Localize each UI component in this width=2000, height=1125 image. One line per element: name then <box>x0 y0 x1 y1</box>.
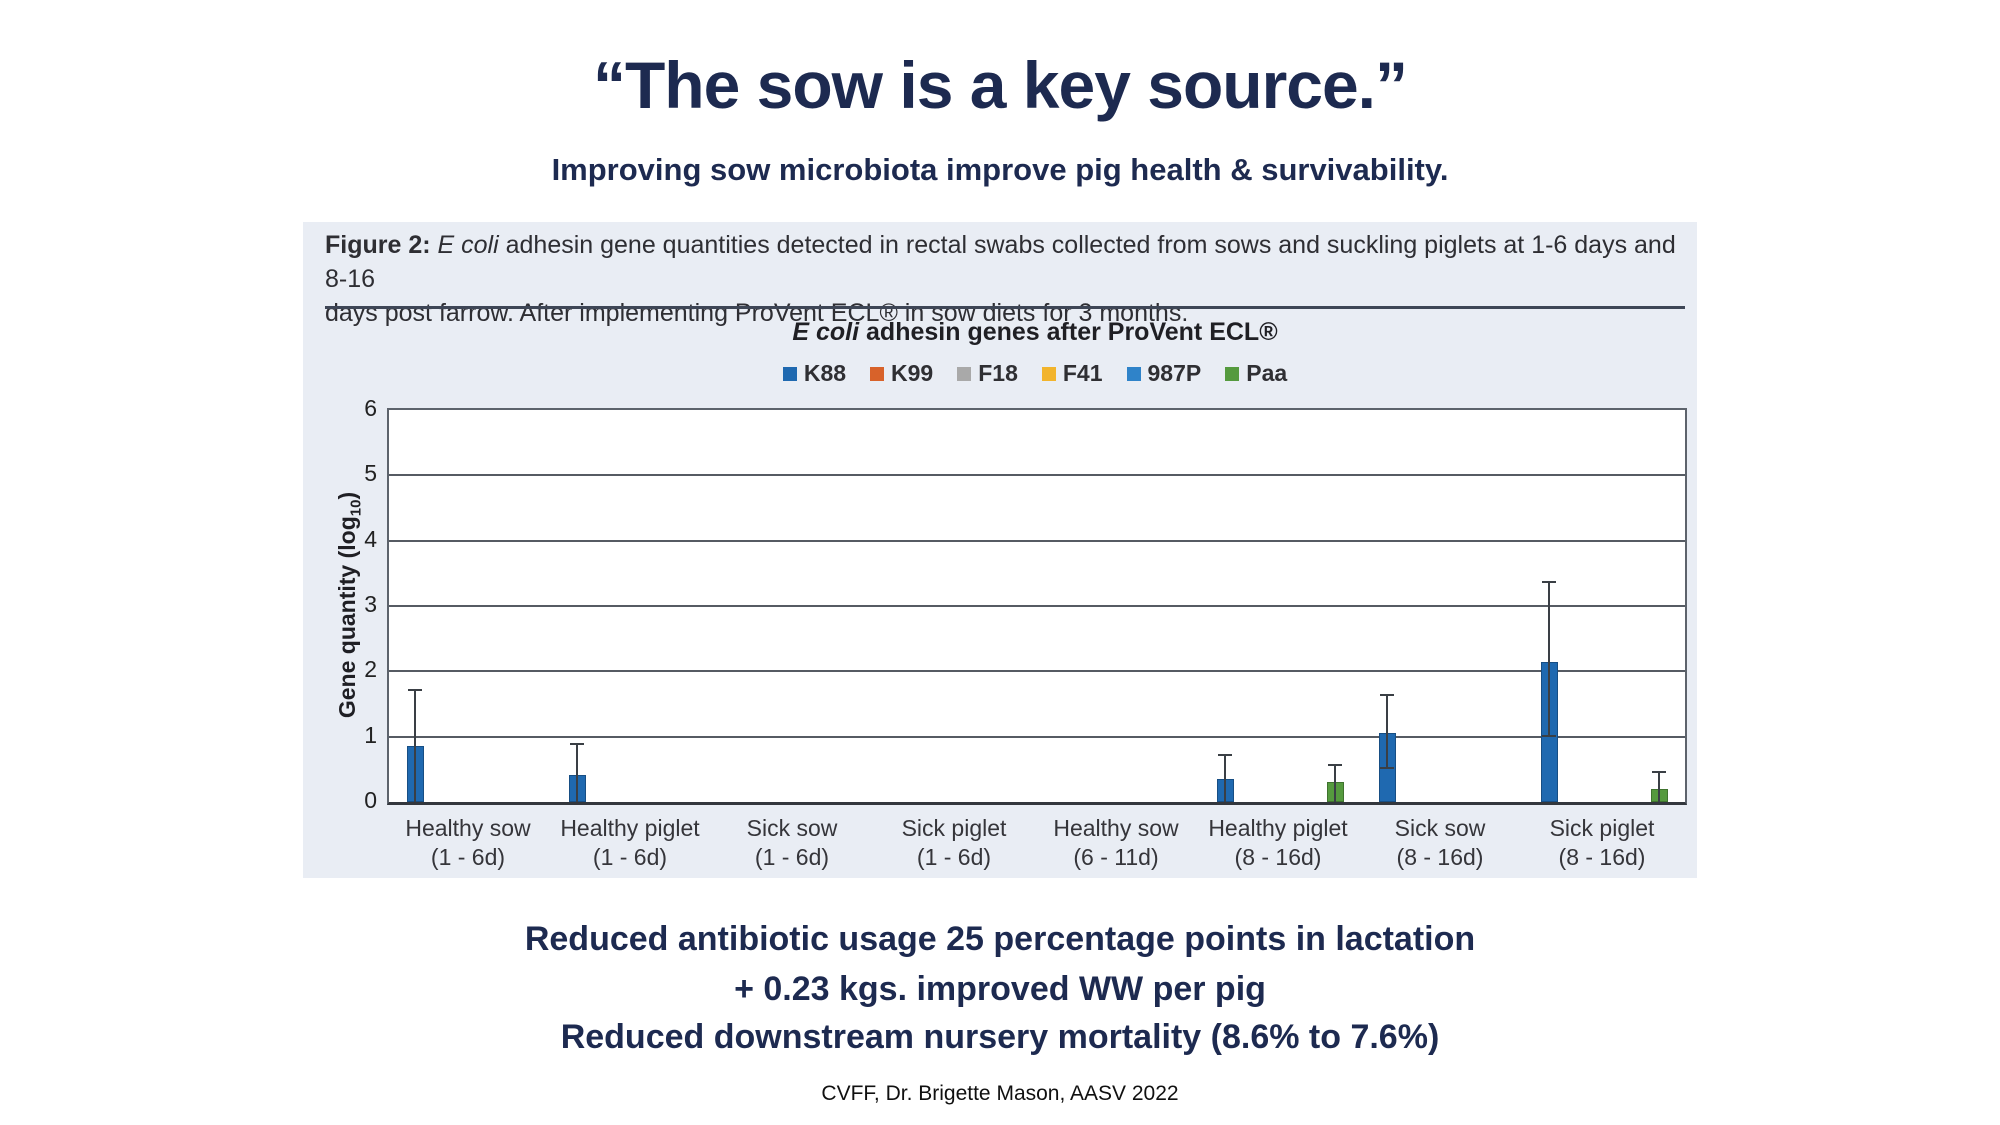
x-category-name: Sick piglet <box>1549 815 1655 841</box>
x-category-label-1: Healthy sow (1 - 6d) <box>387 814 549 872</box>
legend-label-K88: K88 <box>803 360 847 386</box>
legend-item-F41: F41 <box>1041 360 1103 387</box>
chart-title: E coli adhesin genes after ProVent ECL® <box>387 318 1683 347</box>
legend-swatch-987P <box>1126 366 1141 381</box>
y-tick-label-6: 6 <box>364 395 377 421</box>
legend-swatch-Paa <box>1225 366 1240 381</box>
legend-swatch-F18 <box>957 366 972 381</box>
y-tick-label-5: 5 <box>364 460 377 487</box>
x-category-label-7: Sick sow (8 - 16d) <box>1359 814 1521 872</box>
caption-label: Figure 2: <box>325 231 438 259</box>
y-tick-label-3: 3 <box>364 591 377 617</box>
error-cap-top-Paa-group6 <box>1328 764 1342 767</box>
caption-divider <box>325 306 1685 309</box>
citation: CVFF, Dr. Brigette Mason, AASV 2022 <box>821 1082 1179 1105</box>
error-bar-Paa-group6 <box>1334 766 1336 802</box>
error-cap-top-K88-group7 <box>1380 693 1394 696</box>
x-category-label-3: Sick sow (1 - 6d) <box>711 814 873 872</box>
slide-subtitle: Improving sow microbiota improve pig hea… <box>551 152 1449 187</box>
x-category-days: (8 - 16d) <box>1558 844 1646 870</box>
x-category-name: Sick piglet <box>901 815 1007 841</box>
y-tick-label-2: 2 <box>364 656 377 683</box>
x-category-days: (8 - 16d) <box>1396 844 1484 870</box>
error-cap-top-K88-group6 <box>1218 754 1232 757</box>
legend-label-F41: F41 <box>1062 360 1103 386</box>
y-tick-label-4: 4 <box>364 525 377 552</box>
takeaway-line-1: Reduced antibiotic usage 25 percentage p… <box>524 920 1476 958</box>
gridline-5 <box>389 474 1685 477</box>
slide-title: “The sow is a key source.” <box>592 48 1408 122</box>
legend-item-Paa: Paa <box>1225 360 1287 387</box>
caption-species-italic: E coli <box>437 231 499 259</box>
x-category-days: (1 - 6d) <box>916 844 992 870</box>
gridline-3 <box>389 605 1685 607</box>
error-cap-top-Paa-group8 <box>1652 770 1666 773</box>
figure-panel: Figure 2: E coli adhesin gene quantities… <box>303 222 1697 878</box>
error-bar-K88-group6 <box>1224 756 1226 802</box>
legend-label-Paa: Paa <box>1246 360 1288 386</box>
legend-item-K99: K99 <box>870 360 933 387</box>
error-bar-K88-group1 <box>414 690 416 802</box>
caption-line2: days post farrow. After implementing Pro… <box>325 299 1189 327</box>
legend-item-K88: K88 <box>782 360 847 387</box>
y-tick-labels: 0 1 2 3 4 5 6 <box>333 395 377 813</box>
x-category-name: Healthy piglet <box>1208 815 1348 841</box>
legend-item-F18: F18 <box>957 360 1018 387</box>
error-cap-top-K88-group8 <box>1542 581 1556 584</box>
legend-label-987P: 987P <box>1147 360 1202 386</box>
x-category-days: (1 - 6d) <box>754 844 830 870</box>
x-axis-labels: Healthy sow (1 - 6d) Healthy piglet (1 - 6d… <box>387 814 1683 876</box>
gridline-2 <box>389 670 1685 673</box>
x-category-name: Healthy sow <box>1053 815 1179 841</box>
legend-swatch-K88 <box>782 366 797 381</box>
y-tick-label-0: 0 <box>364 787 377 813</box>
x-category-name: Sick sow <box>746 815 838 841</box>
error-bar-K88-group2 <box>576 745 578 802</box>
takeaway-line-3: Reduced downstream nursery mortality (8.… <box>560 1018 1440 1056</box>
gridline-1 <box>389 735 1685 738</box>
gridline-4 <box>389 539 1685 542</box>
legend-swatch-F41 <box>1041 366 1056 381</box>
x-category-days: (1 - 6d) <box>592 844 668 870</box>
x-category-label-2: Healthy piglet (1 - 6d) <box>549 814 711 872</box>
x-category-name: Healthy sow <box>405 815 531 841</box>
error-cap-top-K88-group2 <box>570 743 584 746</box>
plot-area <box>387 408 1687 805</box>
x-category-label-8: Sick piglet (8 - 16d) <box>1521 814 1683 872</box>
x-category-label-5: Healthy sow (6 - 11d) <box>1035 814 1197 872</box>
legend-item-987P: 987P <box>1126 360 1202 387</box>
x-category-days: (1 - 6d) <box>430 844 506 870</box>
error-bar-K88-group8 <box>1548 583 1550 737</box>
legend-swatch-K99 <box>870 366 885 381</box>
chart-title-rest: adhesin genes after ProVent ECL® <box>859 318 1278 346</box>
legend-label-F18: F18 <box>978 360 1018 386</box>
x-category-name: Sick sow <box>1394 815 1486 841</box>
error-cap-bottom-K88-group7 <box>1380 767 1394 770</box>
error-bar-Paa-group8 <box>1658 772 1660 802</box>
error-bar-K88-group7 <box>1386 695 1388 770</box>
x-category-name: Healthy piglet <box>560 815 700 841</box>
legend-label-K99: K99 <box>891 360 934 386</box>
x-category-label-4: Sick piglet (1 - 6d) <box>873 814 1035 872</box>
x-category-label-6: Healthy piglet (8 - 16d) <box>1197 814 1359 872</box>
takeaway-line-2: + 0.23 kgs. improved WW per pig <box>734 970 1266 1008</box>
x-category-days: (8 - 16d) <box>1234 844 1322 870</box>
y-tick-label-1: 1 <box>364 721 377 748</box>
chart-title-italic: E coli <box>792 318 860 346</box>
x-category-days: (6 - 11d) <box>1073 844 1159 870</box>
error-cap-bottom-K88-group8 <box>1542 734 1556 737</box>
caption-line1: adhesin gene quantities detected in rect… <box>325 231 1676 293</box>
error-cap-top-K88-group1 <box>408 688 422 691</box>
chart-legend: K88 K99 F18 F41 987P Paa <box>387 360 1683 387</box>
figure-caption: Figure 2: E coli adhesin gene quantities… <box>325 228 1677 330</box>
